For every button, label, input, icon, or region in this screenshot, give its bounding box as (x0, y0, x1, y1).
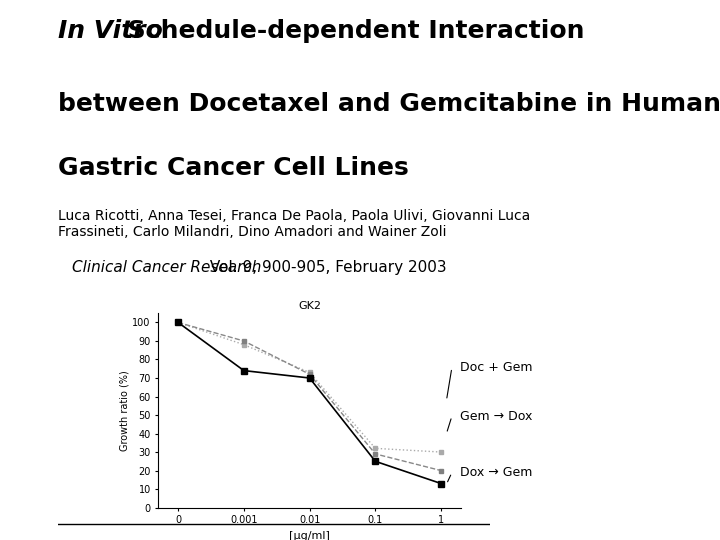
Text: Luca Ricotti, Anna Tesei, Franca De Paola, Paola Ulivi, Giovanni Luca
Frassineti: Luca Ricotti, Anna Tesei, Franca De Paol… (58, 209, 530, 239)
Text: Clinical Cancer Research: Clinical Cancer Research (72, 260, 261, 275)
Text: Schedule-dependent Interaction: Schedule-dependent Interaction (119, 19, 585, 43)
Title: GK2: GK2 (298, 301, 321, 311)
Y-axis label: Growth ratio (%): Growth ratio (%) (120, 370, 130, 451)
Text: Gem → Dox: Gem → Dox (460, 410, 533, 423)
Text: between Docetaxel and Gemcitabine in Human: between Docetaxel and Gemcitabine in Hum… (58, 92, 720, 116)
Text: Vol. 9, 900-905, February 2003: Vol. 9, 900-905, February 2003 (205, 260, 447, 275)
Text: Gastric Cancer Cell Lines: Gastric Cancer Cell Lines (58, 156, 408, 179)
Text: Doc + Gem: Doc + Gem (460, 361, 533, 374)
Text: In Vitro: In Vitro (58, 19, 162, 43)
Text: Dox → Gem: Dox → Gem (460, 466, 533, 479)
X-axis label: [μg/ml]: [μg/ml] (289, 531, 330, 540)
